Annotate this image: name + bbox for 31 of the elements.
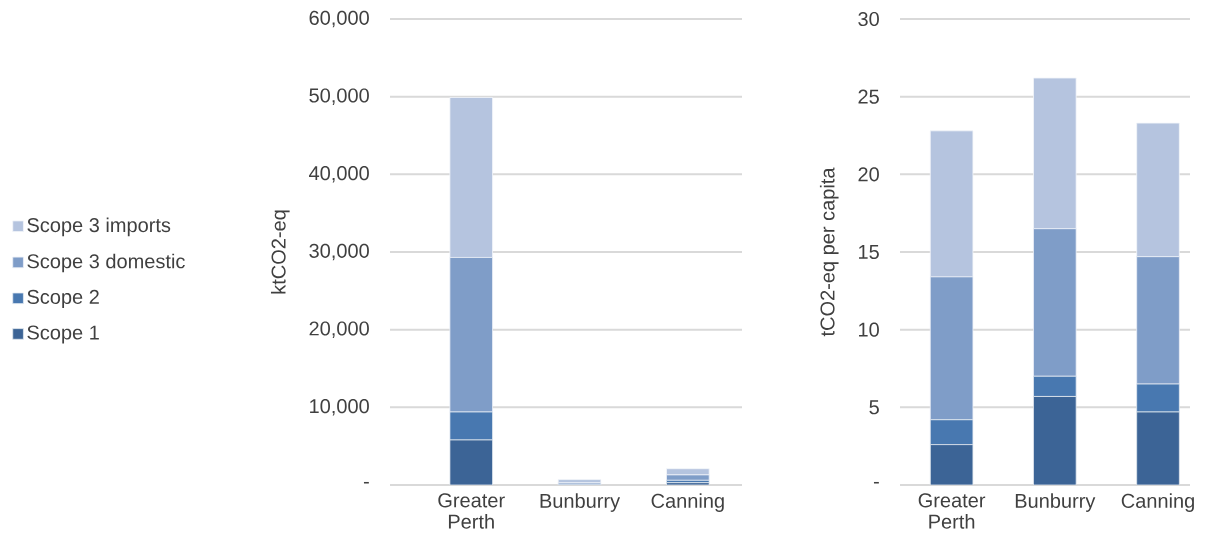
bar [929, 444, 974, 485]
y-tick-label: - [873, 481, 879, 484]
y-tick-label: 50,000 [309, 88, 369, 105]
x-tick-label: Bunburry [1015, 493, 1096, 512]
y-tick-label: 5 [869, 400, 879, 415]
legend-label: Scope 1 [27, 325, 99, 344]
y-tick-label: 15 [859, 245, 879, 259]
bar [449, 257, 493, 413]
bar [1136, 411, 1180, 485]
y-tick-label: 40,000 [309, 166, 369, 183]
legend-label: Scope 2 [27, 289, 99, 308]
y-tick-label: - [363, 481, 369, 484]
y-tick-label: 10 [859, 322, 879, 337]
y-tick-label: 30,000 [309, 243, 369, 261]
x-tick-label: Canning [651, 493, 724, 512]
y-tick-label: 20,000 [309, 321, 369, 338]
bar [449, 439, 493, 485]
x-tick-label: Bunburry [540, 493, 621, 512]
legend-label: Scope 3 imports [27, 217, 171, 237]
y-tick-label: 10,000 [310, 399, 369, 416]
y-tick-label: 30 [858, 11, 879, 27]
y-tick-label: 25 [858, 89, 879, 104]
bar [1033, 396, 1077, 485]
y-tick-label: 20 [858, 167, 879, 182]
y-axis-title: ktCO2-eq [270, 210, 290, 294]
x-tick-label: Canning [1121, 493, 1194, 512]
x-tick-label: Greater Perth [438, 493, 505, 529]
y-axis-title: tCO2-eq per capita [819, 167, 839, 337]
legend-label: Scope 3 domestic [27, 253, 185, 273]
x-tick-label: Greater Perth [918, 493, 986, 529]
y-tick-label: 60,000 [309, 10, 369, 28]
